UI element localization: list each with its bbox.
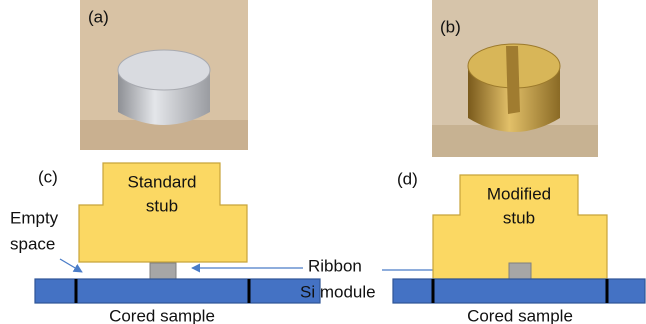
stub-label: Standard — [128, 172, 197, 191]
ribbon — [150, 263, 176, 279]
photo-b: (b) — [432, 0, 598, 157]
sample-label: Cored sample — [109, 306, 215, 324]
ribbon-label: Ribbon — [308, 256, 362, 275]
panel-label: (c) — [38, 167, 58, 186]
stub-label: Modified — [487, 184, 551, 203]
panel-label: (b) — [440, 17, 461, 36]
diagram-d: (d) Modified stub Cored sample — [393, 169, 645, 324]
panel-label: (d) — [397, 169, 418, 188]
side-label: space — [10, 234, 55, 253]
panel-label: (a) — [88, 7, 109, 26]
sample-label: Cored sample — [467, 306, 573, 324]
stub-label: stub — [146, 196, 178, 215]
photo-a: (a) — [80, 0, 248, 150]
figure: (a) (b) (c) Standard stub Empty space Co… — [0, 0, 646, 324]
side-label: Empty — [10, 208, 59, 227]
diagram-c: (c) Standard stub Empty space Cored samp… — [10, 163, 320, 324]
si-module — [35, 279, 320, 303]
module-label: Si module — [300, 282, 376, 301]
stub-label: stub — [503, 208, 535, 227]
ribbon — [509, 263, 531, 279]
